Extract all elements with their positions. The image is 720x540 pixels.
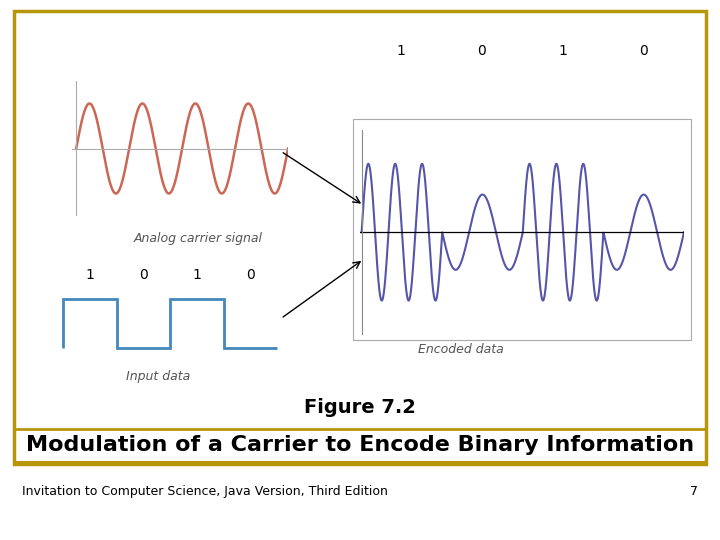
- Text: Figure 7.2: Figure 7.2: [304, 398, 416, 417]
- Text: 0: 0: [139, 268, 148, 282]
- Text: Modulation of a Carrier to Encode Binary Information: Modulation of a Carrier to Encode Binary…: [26, 435, 694, 455]
- Text: Analog carrier signal: Analog carrier signal: [133, 232, 262, 245]
- Text: 0: 0: [639, 44, 648, 58]
- Text: 1: 1: [192, 268, 202, 282]
- Text: 7: 7: [690, 485, 698, 498]
- Text: 0: 0: [477, 44, 486, 58]
- Text: Input data: Input data: [126, 370, 190, 383]
- Text: 1: 1: [85, 268, 94, 282]
- Text: 1: 1: [396, 44, 405, 58]
- Text: 1: 1: [558, 44, 567, 58]
- Text: 0: 0: [246, 268, 255, 282]
- Text: Encoded data: Encoded data: [418, 343, 504, 356]
- Text: Invitation to Computer Science, Java Version, Third Edition: Invitation to Computer Science, Java Ver…: [22, 485, 387, 498]
